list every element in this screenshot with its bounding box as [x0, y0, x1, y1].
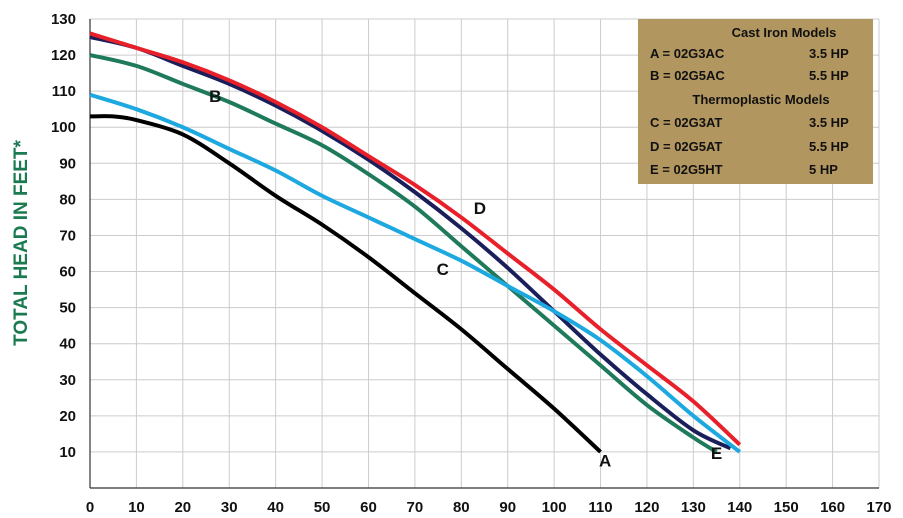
x-tick-label: 130: [681, 499, 706, 516]
y-tick-label: 110: [52, 83, 76, 100]
x-tick-label: 50: [314, 499, 331, 516]
curve-label-e: E: [711, 444, 722, 463]
y-tick-label: 70: [59, 227, 76, 244]
x-tick-label: 120: [634, 499, 659, 516]
legend-row-a-model: A = 02G3AC: [650, 46, 725, 61]
curve-label-b: B: [209, 87, 221, 106]
y-tick-label: 80: [59, 191, 76, 208]
legend-heading-cast-iron: Cast Iron Models: [732, 25, 837, 40]
x-tick-label: 90: [499, 499, 516, 516]
x-tick-label: 140: [727, 499, 752, 516]
x-tick-label: 160: [820, 499, 845, 516]
legend-row-c-hp: 3.5 HP: [809, 115, 849, 130]
legend-row-d-hp: 5.5 HP: [809, 139, 849, 154]
series-line-e: [89, 35, 732, 451]
series-line-c: [89, 92, 741, 454]
legend-row-c-model: C = 02G3AT: [650, 115, 722, 130]
y-tick-label: 130: [51, 11, 76, 28]
y-tick-label: 90: [59, 155, 76, 172]
y-tick-label: 10: [59, 444, 76, 461]
y-tick-label: 30: [59, 372, 76, 389]
curve-label-c: C: [437, 260, 449, 279]
series-line-a: [89, 114, 602, 454]
axes: [89, 19, 879, 489]
y-tick-label: 40: [59, 336, 76, 353]
x-tick-label: 30: [221, 499, 238, 516]
legend-row-b-hp: 5.5 HP: [809, 68, 849, 83]
x-tick-label: 40: [267, 499, 284, 516]
series-lines: [89, 31, 742, 454]
legend-background: [638, 19, 873, 184]
tick-labels: 0 10 20 30 40 50 60 70 80 90 100 110 120 130 140 150 160…: [51, 11, 892, 516]
y-tick-label: 20: [59, 408, 76, 425]
x-tick-label: 150: [774, 499, 799, 516]
legend-row-d-model: D = 02G5AT: [650, 139, 722, 154]
y-tick-label: 60: [59, 264, 76, 281]
legend-row-a-hp: 3.5 HP: [809, 46, 849, 61]
legend-row-e-hp: 5 HP: [809, 162, 838, 177]
curve-labels: A B C D E: [209, 87, 722, 470]
x-tick-label: 20: [174, 499, 191, 516]
legend: Cast Iron Models A = 02G3AC 3.5 HP B = 0…: [638, 19, 873, 184]
x-tick-label: 70: [407, 499, 424, 516]
y-tick-label: 120: [51, 47, 76, 64]
x-tick-label: 170: [866, 499, 891, 516]
series-line-d: [89, 31, 742, 447]
x-tick-label: 0: [86, 499, 94, 516]
curve-label-a: A: [599, 451, 611, 470]
legend-row-b-model: B = 02G5AC: [650, 68, 725, 83]
curve-label-d: D: [474, 199, 486, 218]
series-line-b: [89, 53, 718, 454]
x-tick-label: 10: [128, 499, 145, 516]
y-axis-label: TOTAL HEAD IN FEET*: [11, 139, 32, 345]
legend-heading-thermoplastic: Thermoplastic Models: [692, 92, 829, 107]
x-tick-label: 100: [542, 499, 567, 516]
legend-row-e-model: E = 02G5HT: [650, 162, 723, 177]
x-tick-label: 80: [453, 499, 470, 516]
y-tick-label: 100: [51, 119, 76, 136]
x-tick-label: 60: [360, 499, 377, 516]
x-tick-label: 110: [588, 499, 612, 516]
y-tick-label: 50: [59, 300, 76, 317]
